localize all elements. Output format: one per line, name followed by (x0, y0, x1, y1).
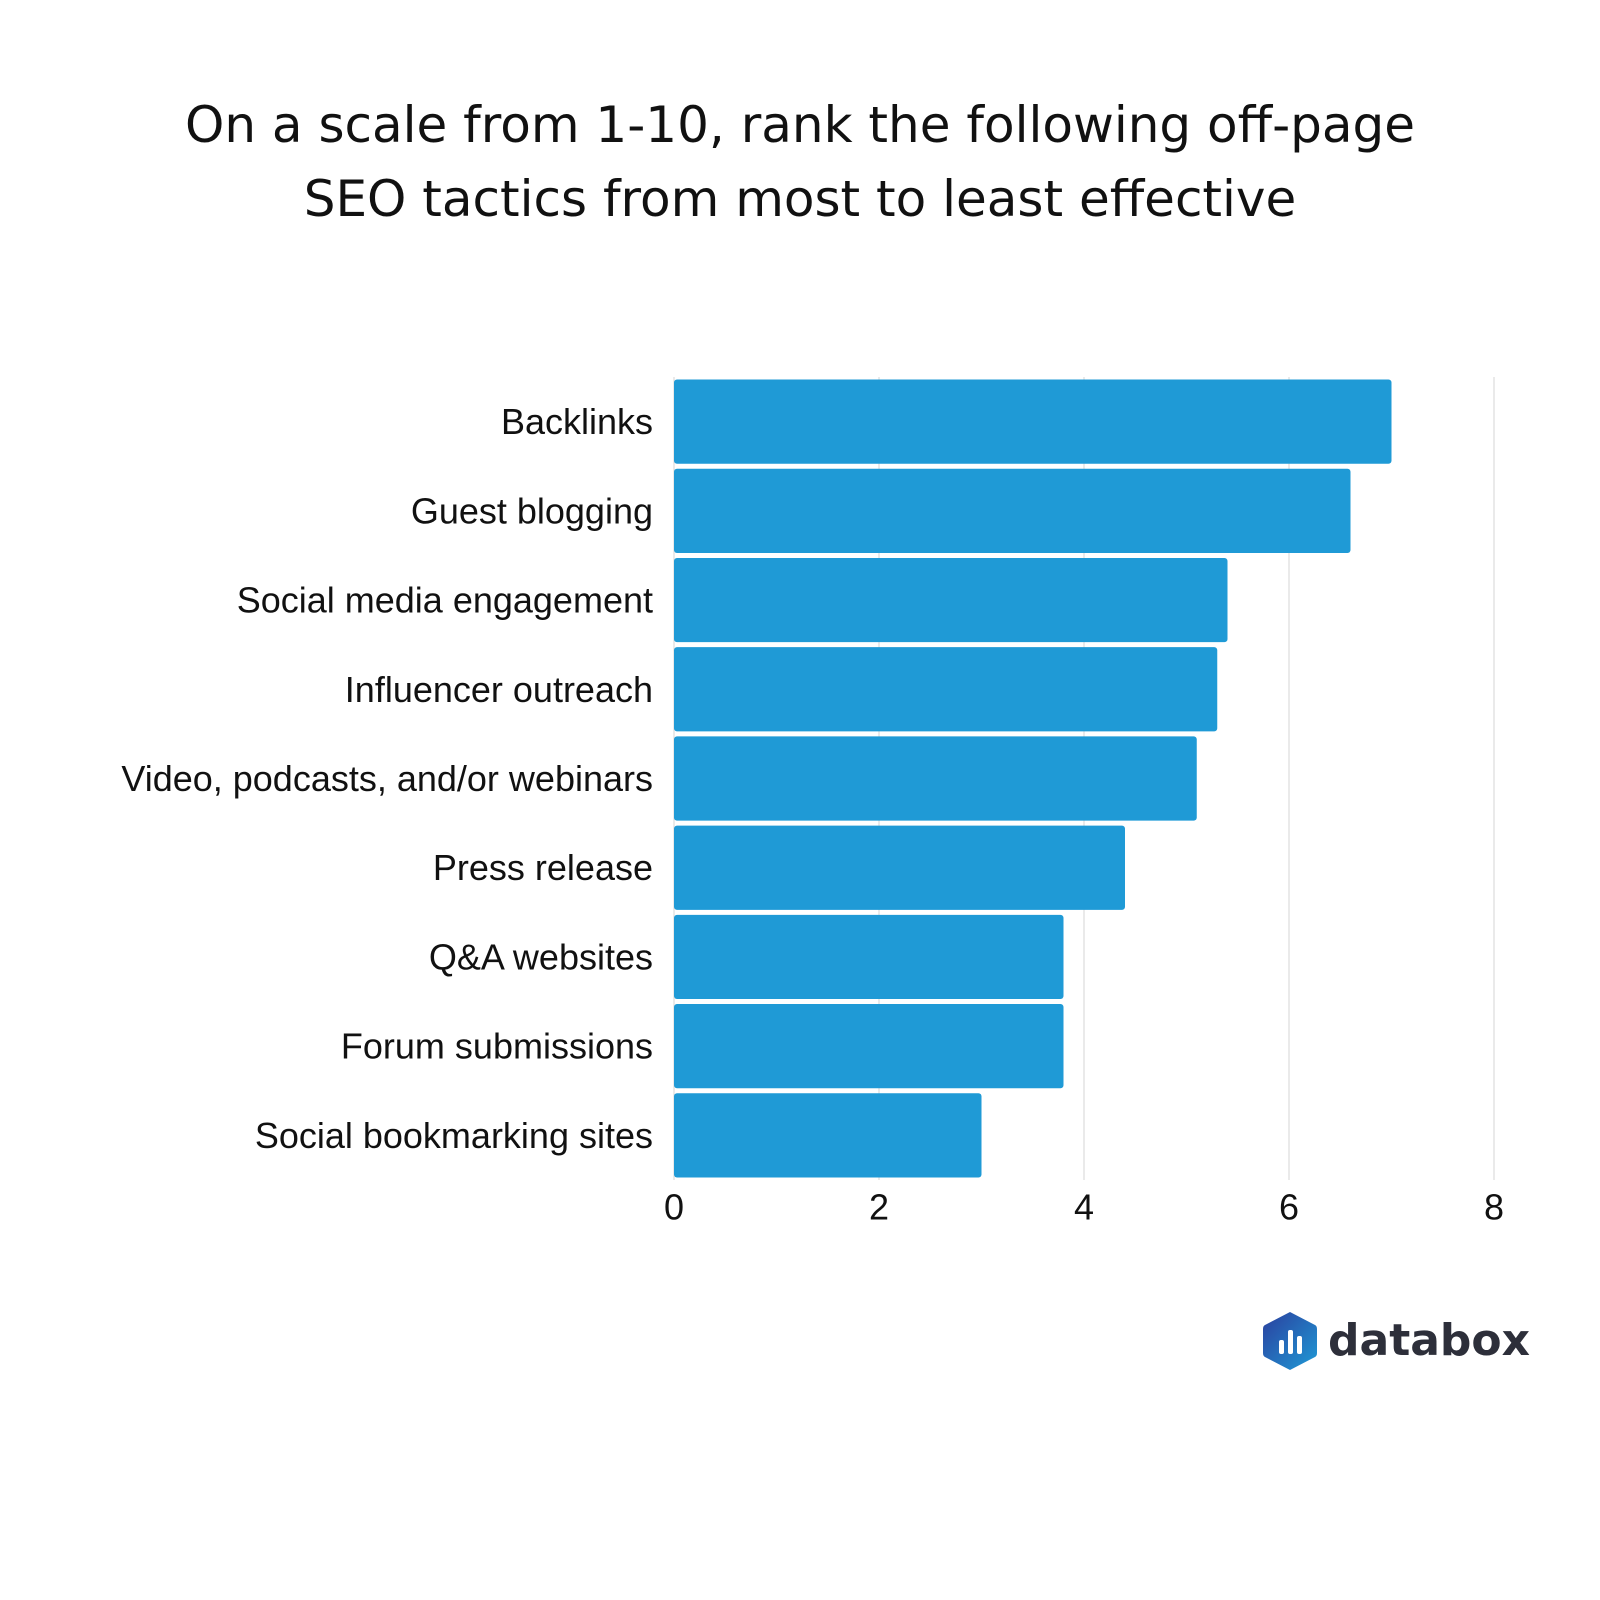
category-label-7: Forum submissions (341, 1026, 653, 1067)
chart-title-line-2: SEO tactics from most to least effective (303, 170, 1297, 228)
category-label-3: Influencer outreach (345, 669, 653, 710)
bar-0 (674, 379, 1392, 464)
bar-2 (674, 557, 1228, 643)
category-label-0: Backlinks (501, 401, 653, 442)
chart-title-line-1: On a scale from 1-10, rank the following… (184, 96, 1416, 154)
category-label-6: Q&A websites (429, 936, 653, 977)
x-axis-ticks: 0 2 4 6 8 (664, 1187, 1504, 1228)
bar-7 (674, 1004, 1064, 1089)
databox-logo: databox (1262, 1310, 1530, 1372)
category-label-4: Video, podcasts, and/or webinars (121, 758, 653, 799)
bars (674, 379, 1392, 1178)
bar-5 (674, 825, 1125, 910)
x-tick-label-4: 4 (1074, 1187, 1094, 1228)
bar-4 (674, 736, 1197, 821)
x-tick-label-8: 8 (1484, 1187, 1504, 1228)
category-label-8: Social bookmarking sites (255, 1115, 653, 1156)
bar-3 (674, 647, 1218, 732)
databox-logo-icon (1263, 1312, 1317, 1370)
category-label-1: Guest blogging (411, 490, 653, 531)
chart-title: On a scale from 1-10, rank the following… (100, 88, 1500, 236)
bar-6 (674, 914, 1064, 1000)
category-labels: Backlinks Guest blogging Social media enga… (121, 401, 653, 1156)
bar-1 (674, 468, 1351, 553)
x-tick-label-2: 2 (869, 1187, 889, 1228)
x-tick-label-6: 6 (1279, 1187, 1299, 1228)
category-label-2: Social media engagement (237, 580, 653, 621)
bar-8 (674, 1093, 982, 1178)
category-label-5: Press release (433, 847, 653, 888)
x-tick-label-0: 0 (664, 1187, 684, 1228)
databox-logo-text: databox (1328, 1315, 1531, 1366)
